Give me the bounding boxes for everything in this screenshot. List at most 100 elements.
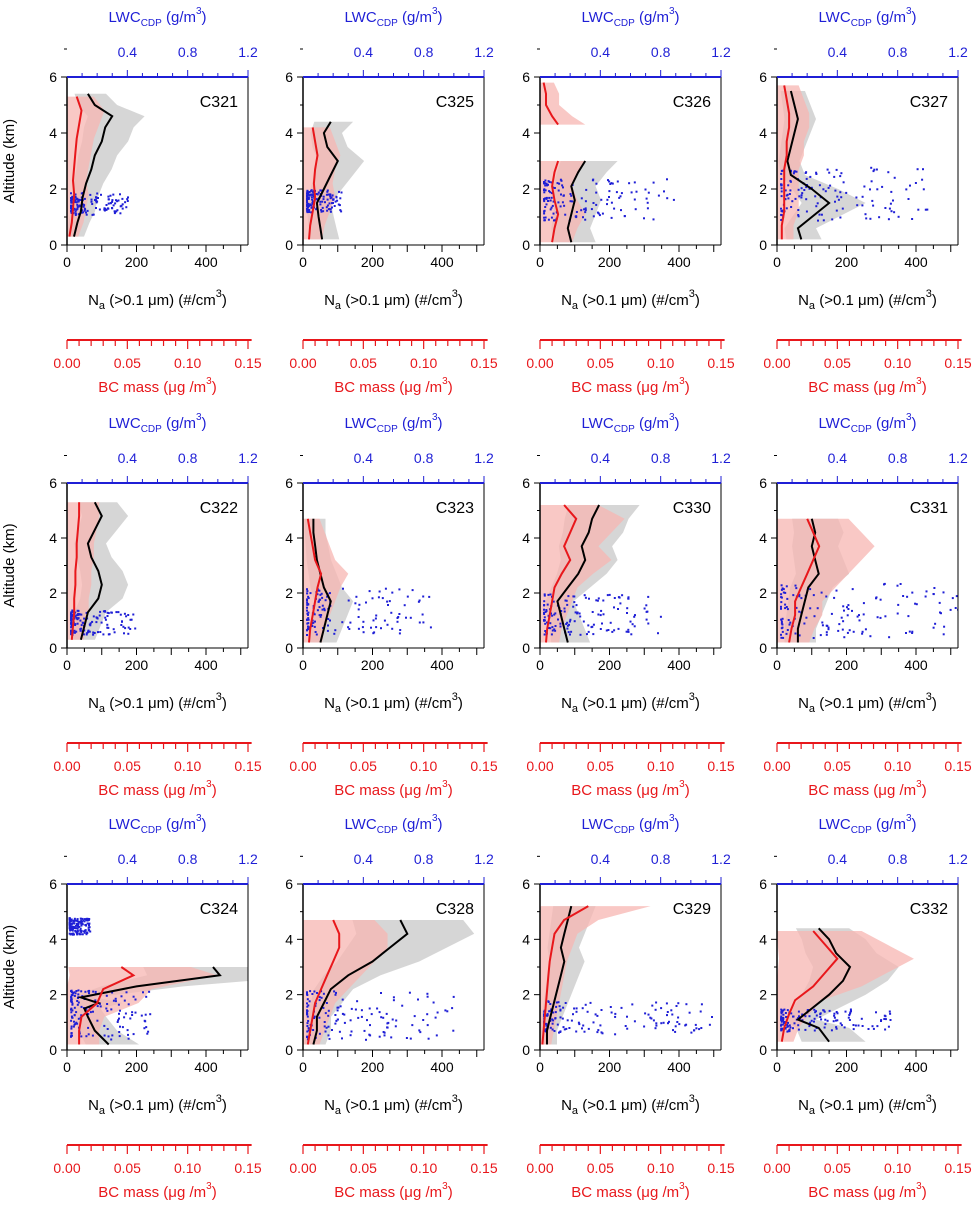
lwc-point bbox=[317, 191, 320, 194]
top-tick-label: 1.2 bbox=[474, 44, 494, 60]
lwc-point bbox=[552, 200, 555, 203]
top-tick-label: 1.2 bbox=[474, 450, 494, 466]
title-part: ) bbox=[932, 695, 937, 712]
lwc-point bbox=[793, 170, 796, 173]
lwc-point bbox=[388, 600, 391, 603]
lwc-point bbox=[76, 924, 79, 927]
top-tick-label: 0.4 bbox=[828, 44, 848, 60]
y-tick-label: 6 bbox=[285, 475, 293, 491]
lwc-point bbox=[343, 1021, 346, 1024]
lwc-point bbox=[567, 631, 570, 634]
lwc-point bbox=[70, 633, 73, 636]
lwc-point bbox=[543, 593, 546, 596]
lwc-point bbox=[816, 202, 819, 205]
bc-profile-line bbox=[306, 518, 323, 643]
lwc-point bbox=[123, 1016, 126, 1019]
title-part: BC mass (μg /m bbox=[808, 1184, 916, 1201]
title-part: ) bbox=[912, 415, 917, 432]
lwc-point bbox=[861, 632, 864, 635]
lwc-point bbox=[647, 622, 650, 625]
title-part: ) bbox=[695, 695, 700, 712]
lwc-point bbox=[608, 593, 611, 596]
lwc-point bbox=[835, 168, 838, 171]
lwc-point bbox=[547, 183, 549, 186]
lwc-point bbox=[582, 216, 584, 219]
lwc-point bbox=[780, 172, 783, 175]
lwc-point bbox=[544, 179, 547, 182]
lwc-point bbox=[834, 189, 837, 192]
lwc-point bbox=[547, 180, 550, 183]
lwc-point bbox=[566, 603, 569, 606]
lwc-point bbox=[94, 198, 97, 201]
lwc-point bbox=[107, 612, 110, 615]
lwc-point bbox=[115, 210, 118, 213]
lwc-point bbox=[550, 633, 553, 636]
title-part: N bbox=[561, 292, 572, 309]
title-part: 3 bbox=[926, 1093, 932, 1105]
lwc-point bbox=[146, 1032, 149, 1035]
lwc-point bbox=[884, 207, 887, 209]
lwc-point bbox=[803, 189, 806, 191]
panel-label: C325 bbox=[436, 94, 474, 111]
lwc-point bbox=[828, 1009, 831, 1012]
lwc-point bbox=[403, 604, 406, 607]
title-part: a bbox=[99, 300, 106, 312]
lwc-point bbox=[563, 1028, 566, 1031]
y-axis-title: Altitude (km) bbox=[1, 925, 18, 1009]
lwc-point bbox=[111, 199, 114, 202]
na-profile-line bbox=[556, 504, 600, 643]
lwc-point bbox=[322, 992, 325, 995]
lwc-point bbox=[81, 933, 84, 936]
lwc-point bbox=[73, 920, 76, 923]
lwc-point bbox=[142, 991, 144, 994]
lwc-point bbox=[74, 930, 77, 933]
lwc-point bbox=[797, 1024, 800, 1027]
top-tick-label: 1.2 bbox=[948, 44, 968, 60]
lwc-point bbox=[876, 616, 879, 619]
lwc-point bbox=[134, 1011, 137, 1014]
lwc-point bbox=[87, 919, 90, 922]
lwc-point bbox=[819, 1016, 822, 1018]
bc-profile-line bbox=[70, 502, 81, 640]
lwc-point bbox=[421, 613, 424, 616]
top-tick-label: 0.4 bbox=[354, 450, 374, 466]
lwc-point bbox=[840, 1024, 843, 1027]
lwc-point bbox=[586, 633, 588, 636]
lwc-point bbox=[347, 626, 350, 629]
lwc-point bbox=[551, 629, 554, 632]
lwc-point bbox=[543, 611, 545, 614]
x-tick-label: 0 bbox=[299, 254, 307, 270]
lwc-point bbox=[672, 1029, 674, 1032]
na-profile-line bbox=[312, 919, 409, 1045]
lwc-point bbox=[318, 614, 321, 617]
lwc-point bbox=[684, 1024, 687, 1027]
title-part: 3 bbox=[196, 6, 202, 17]
lwc-point bbox=[843, 609, 845, 612]
lwc-point bbox=[654, 1027, 657, 1030]
bc-tick-label: 0.00 bbox=[53, 758, 80, 774]
y-tick-label: 0 bbox=[285, 1042, 293, 1058]
lwc-point bbox=[662, 1021, 665, 1024]
y-tick-label: 4 bbox=[522, 530, 530, 546]
lwc-point bbox=[70, 996, 73, 999]
lwc-point bbox=[308, 1000, 311, 1003]
lwc-point bbox=[71, 994, 74, 997]
x-axis-title: Na (>0.1 μm) (#/cm3) bbox=[88, 288, 227, 312]
lwc-point bbox=[781, 630, 784, 633]
y-tick-label: 6 bbox=[522, 876, 530, 892]
lwc-point bbox=[788, 1024, 791, 1027]
title-part: CDP bbox=[614, 424, 635, 435]
lwc-point bbox=[386, 623, 389, 626]
y-tick-label: 6 bbox=[759, 876, 767, 892]
lwc-point bbox=[311, 198, 313, 201]
lwc-point bbox=[851, 588, 854, 591]
lwc-point bbox=[597, 597, 600, 600]
lwc-point bbox=[81, 995, 84, 998]
lwc-point bbox=[363, 1029, 366, 1032]
lwc-point bbox=[419, 1031, 422, 1034]
bc-tick-label: 0.15 bbox=[470, 355, 497, 371]
lwc-point bbox=[864, 213, 867, 216]
lwc-point bbox=[924, 208, 927, 211]
lwc-point bbox=[325, 193, 328, 196]
lwc-point bbox=[789, 180, 792, 183]
